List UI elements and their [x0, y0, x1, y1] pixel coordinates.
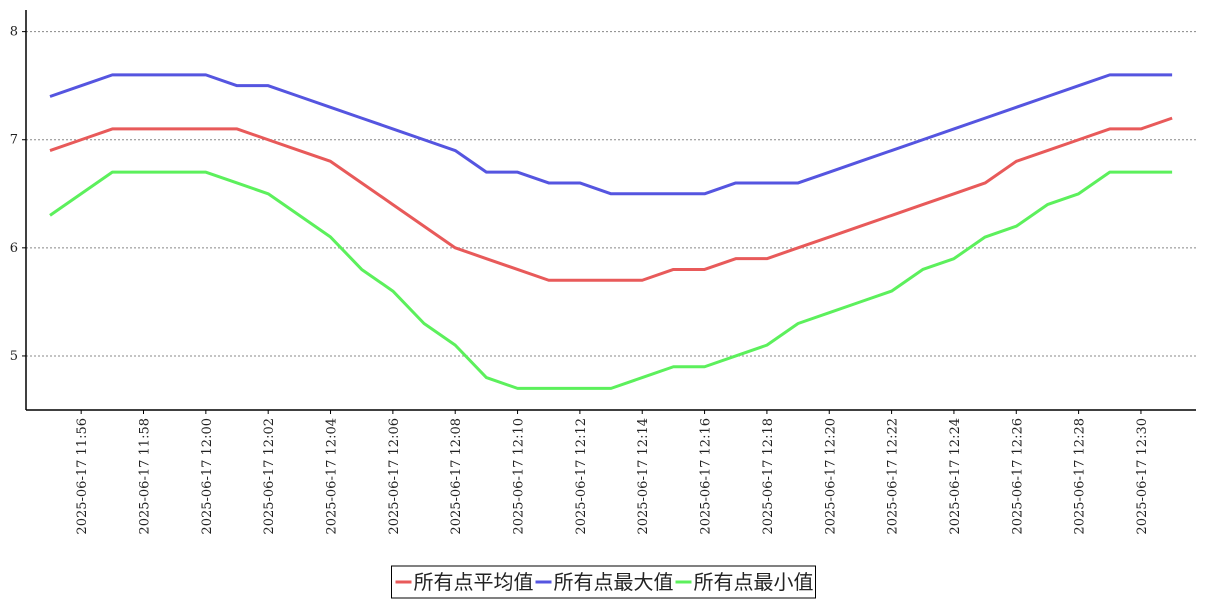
x-tick-label: 2025-06-17 12:22: [886, 418, 901, 535]
x-tick-label: 2025-06-17 12:20: [823, 418, 838, 535]
y-tick-label: 6: [10, 241, 18, 256]
x-tick-label: 2025-06-17 12:24: [948, 418, 963, 535]
series-line: [49, 170, 1173, 390]
y-tick-label: 8: [10, 25, 18, 40]
x-tick-label: 2025-06-17 12:18: [761, 418, 776, 535]
x-tick-label: 2025-06-17 12:04: [325, 418, 340, 535]
x-tick-label: 2025-06-17 12:02: [262, 418, 277, 535]
legend-text: 所有点平均值: [414, 570, 534, 594]
x-tick-label: 2025-06-17 12:10: [512, 418, 527, 535]
legend-box: [391, 565, 816, 599]
series-line: [49, 73, 1173, 196]
x-tick-label: 2025-06-17 12:16: [699, 418, 714, 535]
x-tick-label: 2025-06-17 12:06: [387, 418, 402, 535]
legend-text: 所有点最大值: [554, 570, 674, 594]
x-tick-label: 2025-06-17 11:56: [75, 418, 90, 535]
x-tick-label: 2025-06-17 12:12: [574, 418, 589, 535]
x-tick-label: 2025-06-17 12:14: [636, 418, 651, 535]
x-tick-label: 2025-06-17 11:58: [138, 418, 153, 535]
x-tick-label: 2025-06-17 12:26: [1010, 418, 1025, 535]
y-tick-label: 5: [10, 349, 18, 364]
y-tick-label: 7: [10, 133, 18, 148]
series-line: [49, 116, 1173, 282]
x-tick-label: 2025-06-17 12:00: [200, 418, 215, 535]
x-tick-label: 2025-06-17 12:28: [1073, 418, 1088, 535]
x-tick-label: 2025-06-17 12:08: [449, 418, 464, 535]
x-tick-label: 2025-06-17 12:30: [1135, 418, 1150, 535]
legend-text: 所有点最小值: [694, 570, 814, 594]
